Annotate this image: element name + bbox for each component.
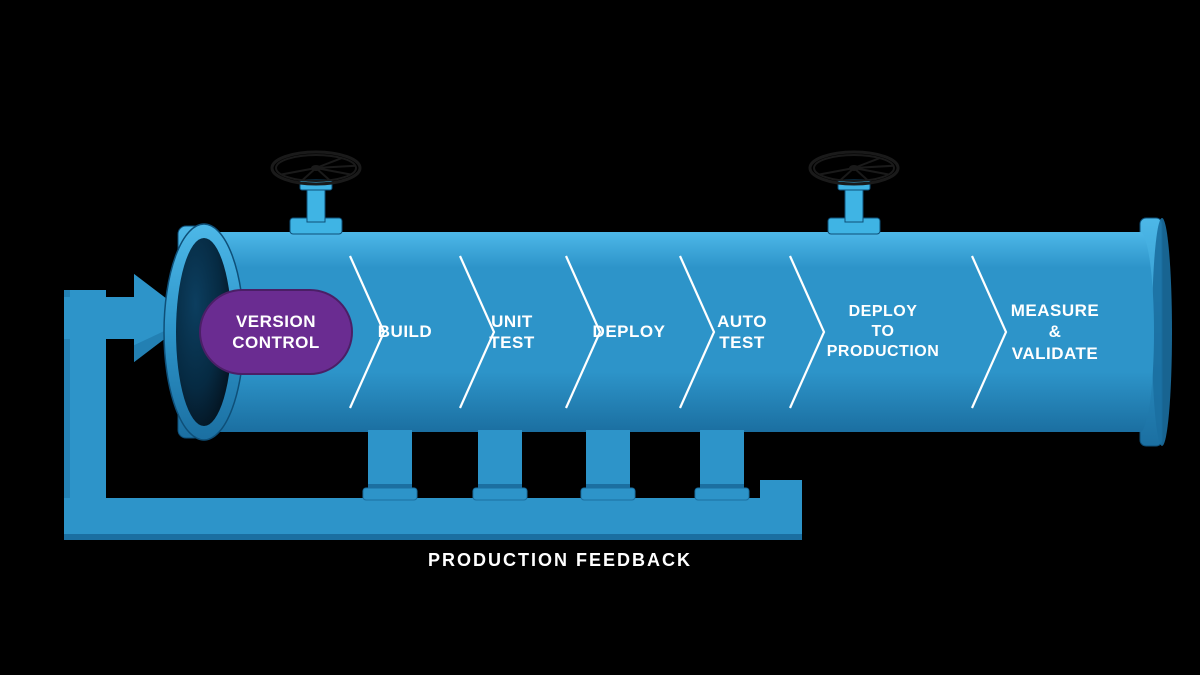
stage-3: AUTO TEST <box>692 272 792 392</box>
pipeline-diagram: VERSION CONTROLBUILDUNIT TESTDEPLOYAUTO … <box>0 0 1200 675</box>
stage-5: MEASURE & VALIDATE <box>980 272 1130 392</box>
stage-1: UNIT TEST <box>462 272 562 392</box>
stage-0: BUILD <box>360 272 450 392</box>
stage-version-control: VERSION CONTROL <box>200 290 352 374</box>
feedback-label: PRODUCTION FEEDBACK <box>300 550 820 571</box>
stage-4: DEPLOY TO PRODUCTION <box>798 272 968 392</box>
stage-2: DEPLOY <box>574 272 684 392</box>
